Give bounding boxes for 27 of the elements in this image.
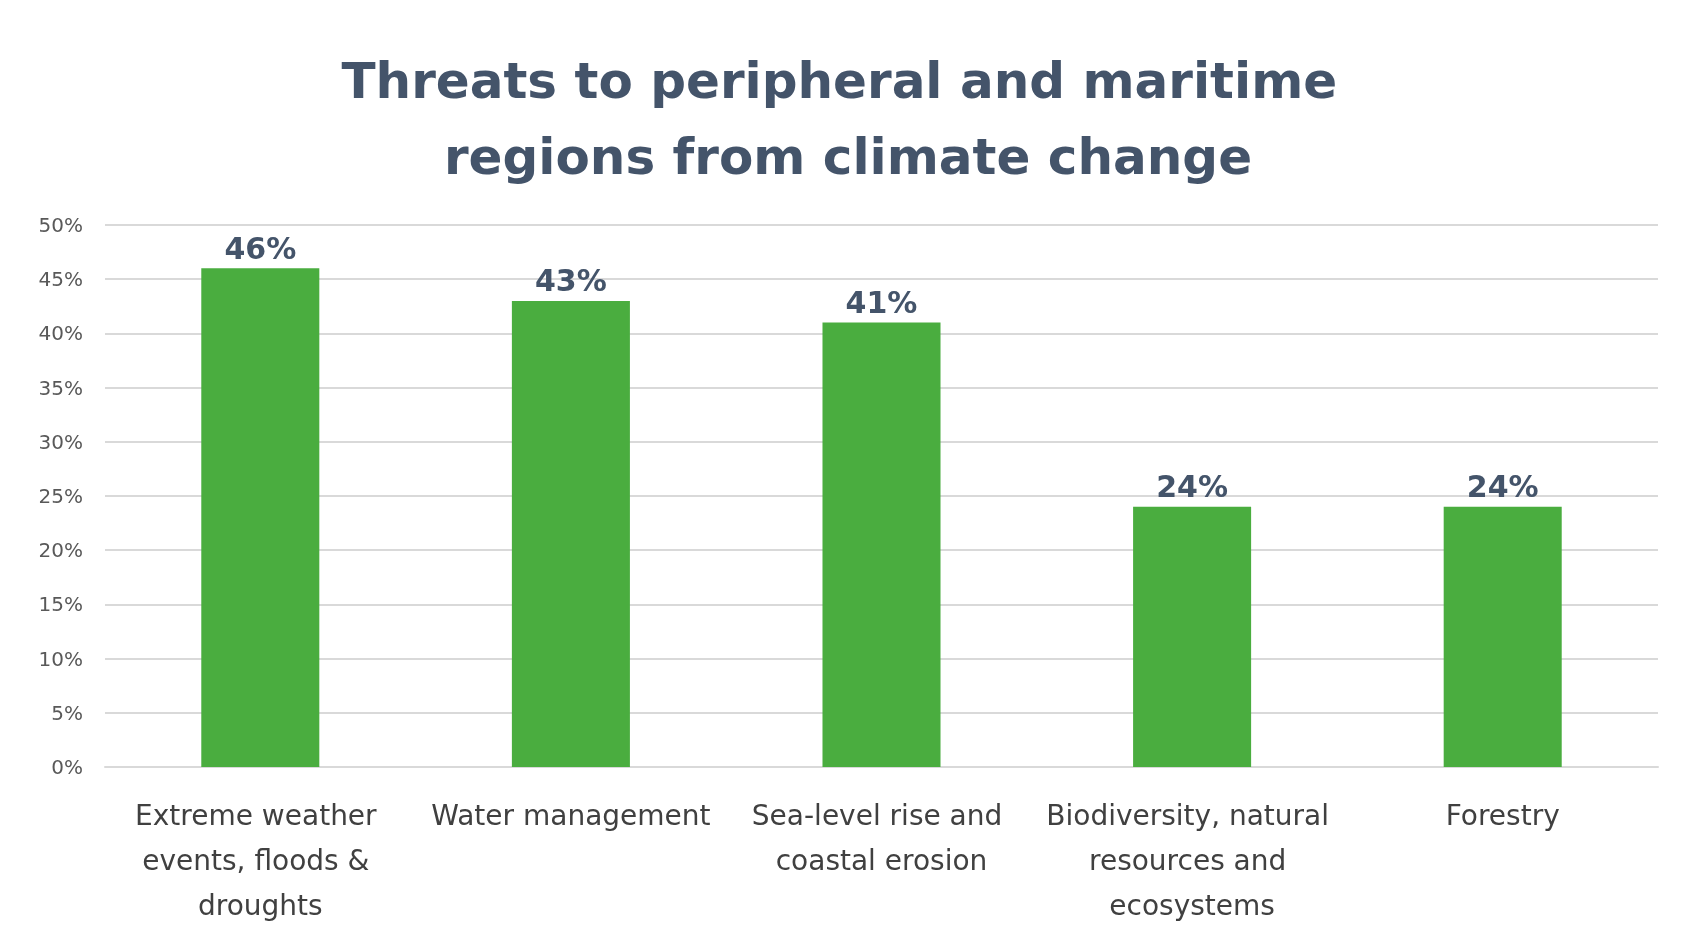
bar — [822, 322, 941, 767]
y-tick-label: 35% — [38, 375, 83, 400]
x-tick-label: Biodiversity, natural resources and ecosystems — [1046, 799, 1338, 922]
y-tick-label: 30% — [38, 429, 83, 454]
y-tick-label: 15% — [38, 592, 83, 617]
data-label: 24% — [1156, 469, 1229, 505]
y-tick-label: 40% — [38, 321, 83, 346]
y-tick-label: 25% — [38, 484, 83, 508]
x-tick-label: Forestry — [1445, 799, 1560, 832]
chart-title: Threats to peripheral and maritime regions from climate change — [341, 52, 1355, 186]
bar — [201, 268, 320, 767]
y-tick-label: 5% — [51, 700, 83, 725]
y-tick-label: 50% — [38, 213, 83, 237]
data-label: 43% — [534, 263, 607, 299]
x-tick-label: Extreme weather events, floods & droughts — [135, 799, 386, 922]
data-label: 46% — [224, 230, 297, 266]
x-tick-label: Water management — [431, 799, 711, 832]
data-label: 24% — [1466, 469, 1539, 505]
x-tick-label: Sea-level rise and coastal erosion — [751, 799, 1012, 877]
y-tick-label: 10% — [38, 646, 83, 671]
y-tick-label: 20% — [38, 538, 83, 563]
y-tick-label: 45% — [38, 267, 83, 292]
bar — [1133, 506, 1252, 767]
y-tick-label: 0% — [51, 755, 83, 779]
bar — [511, 300, 630, 767]
bar — [1443, 506, 1562, 767]
data-label: 41% — [845, 285, 918, 321]
